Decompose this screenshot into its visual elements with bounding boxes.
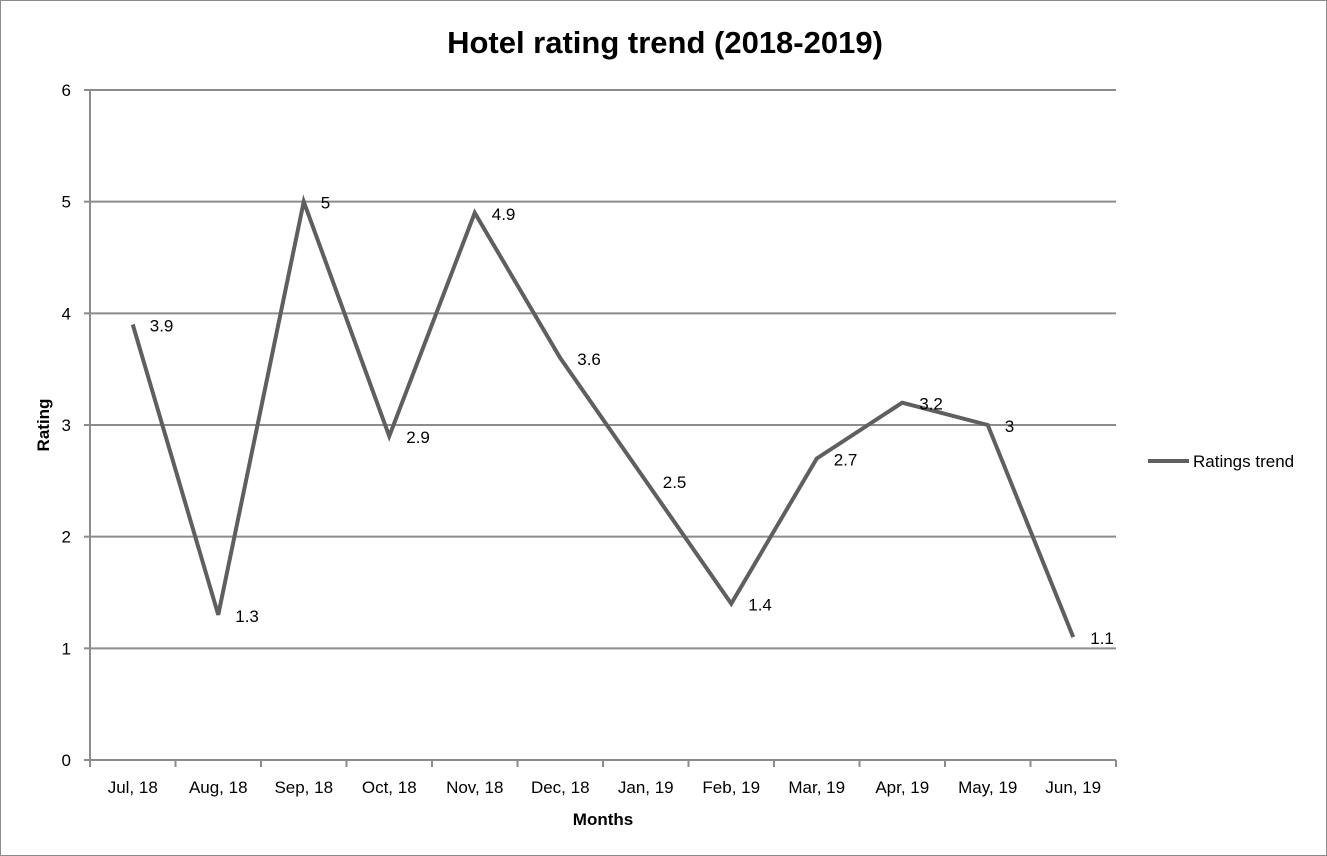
x-tick-label-11: Jun, 19 — [1045, 778, 1101, 797]
data-label-8: 2.7 — [834, 451, 858, 470]
data-label-11: 1.1 — [1090, 629, 1114, 648]
x-tick-label-0: Jul, 18 — [108, 778, 158, 797]
data-label-5: 3.6 — [577, 350, 601, 369]
x-tick-label-1: Aug, 18 — [189, 778, 248, 797]
data-label-4: 4.9 — [492, 205, 516, 224]
legend: Ratings trend — [1148, 452, 1294, 471]
data-label-0: 3.9 — [150, 317, 174, 336]
x-tick-labels: Jul, 18 Aug, 18 Sep, 18 Oct, 18 Nov, 18 Dec, … — [108, 778, 1101, 797]
data-label-2: 5 — [321, 194, 330, 213]
y-tick-labels: 0 1 2 3 4 5 6 — [62, 81, 71, 770]
x-tick-label-10: May, 19 — [958, 778, 1017, 797]
y-tick-label-5: 5 — [62, 193, 71, 212]
x-tick-label-8: Mar, 19 — [788, 778, 845, 797]
x-tick-label-7: Feb, 19 — [702, 778, 760, 797]
data-label-7: 1.4 — [748, 596, 772, 615]
y-tick-label-2: 2 — [62, 528, 71, 547]
data-label-6: 2.5 — [663, 473, 687, 492]
x-tick-label-6: Jan, 19 — [618, 778, 674, 797]
data-label-3: 2.9 — [406, 428, 430, 447]
chart-title: Hotel rating trend (2018-2019) — [447, 25, 883, 60]
series-lines — [130, 194, 1076, 638]
legend-label-ratings-trend: Ratings trend — [1193, 452, 1294, 471]
x-tick-label-5: Dec, 18 — [531, 778, 590, 797]
x-tick-label-3: Oct, 18 — [362, 778, 417, 797]
data-label-10: 3 — [1005, 417, 1014, 436]
x-tick-label-2: Sep, 18 — [274, 778, 333, 797]
data-label-1: 1.3 — [235, 607, 259, 626]
y-tick-label-1: 1 — [62, 639, 71, 658]
x-axis-title: Months — [573, 810, 633, 829]
y-tick-label-4: 4 — [62, 304, 71, 323]
data-labels: 3.9 1.3 5 2.9 4.9 3.6 2.5 1.4 2.7 3.2 3 1.1 — [150, 194, 1114, 649]
data-label-9: 3.2 — [919, 395, 943, 414]
y-tick-label-3: 3 — [62, 416, 71, 435]
axes — [84, 89, 1117, 767]
x-tick-label-9: Apr, 19 — [875, 778, 929, 797]
y-tick-label-6: 6 — [62, 81, 71, 100]
y-tick-label-0: 0 — [62, 751, 71, 770]
y-axis-title: Rating — [34, 399, 53, 452]
series-line-0 — [130, 194, 1076, 638]
x-tick-label-4: Nov, 18 — [446, 778, 503, 797]
gridlines — [90, 89, 1116, 650]
